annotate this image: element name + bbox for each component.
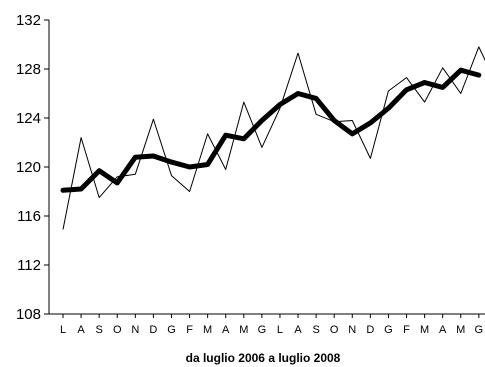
x-tick-label: S bbox=[95, 324, 102, 336]
x-tick-label: N bbox=[348, 324, 356, 336]
data-point-thick bbox=[241, 136, 246, 141]
data-point-thin bbox=[370, 158, 371, 159]
y-axis: 108 112 116 120 124 128 132 bbox=[16, 12, 50, 323]
y-tick-label: 124 bbox=[16, 110, 41, 127]
data-point-thick bbox=[458, 68, 463, 73]
data-point-thick bbox=[61, 188, 66, 193]
data-point-thick bbox=[115, 180, 120, 185]
data-point-thick bbox=[259, 118, 264, 123]
data-point-thin bbox=[63, 229, 64, 230]
x-tick-label: F bbox=[186, 324, 193, 336]
data-point-thin bbox=[207, 133, 208, 134]
data-point-thin bbox=[352, 120, 353, 121]
y-tick-label: 112 bbox=[17, 257, 41, 274]
y-tick-label: 116 bbox=[17, 208, 41, 225]
data-point-thin bbox=[225, 169, 226, 170]
data-point-thick bbox=[205, 162, 210, 167]
data-point-thick bbox=[386, 106, 391, 111]
data-point-thick bbox=[476, 73, 481, 78]
data-point-thin bbox=[261, 147, 262, 148]
data-point-thin bbox=[81, 137, 82, 138]
data-point-thin bbox=[117, 176, 118, 177]
data-point-thick bbox=[422, 80, 427, 85]
y-tick-label: 120 bbox=[16, 159, 41, 176]
data-point-thin bbox=[298, 53, 299, 54]
x-tick-label: S bbox=[312, 324, 319, 336]
x-tick-label: M bbox=[420, 324, 429, 336]
data-point-thick bbox=[332, 118, 337, 123]
data-point-thin bbox=[243, 102, 244, 103]
data-point-thick bbox=[79, 187, 84, 192]
data-point-thick bbox=[169, 160, 174, 165]
series-layer bbox=[60, 46, 485, 230]
data-point-thin bbox=[442, 67, 443, 68]
series-line-thin bbox=[62, 46, 485, 230]
data-point-thick bbox=[296, 91, 301, 96]
x-tick-label: L bbox=[277, 324, 283, 336]
x-tick-label: A bbox=[439, 324, 447, 336]
x-axis: LASONDGFMAMGLASONDGFMAMGL bbox=[49, 313, 485, 336]
data-point-thick bbox=[97, 168, 102, 173]
x-tick-label: L bbox=[60, 324, 66, 336]
x-tick-label: D bbox=[149, 324, 157, 336]
y-tick-label: 128 bbox=[16, 61, 41, 78]
x-tick-label: A bbox=[222, 324, 230, 336]
x-tick-label: D bbox=[366, 324, 374, 336]
data-point-thick bbox=[187, 165, 192, 170]
data-point-thin bbox=[99, 197, 100, 198]
x-tick-label: O bbox=[330, 324, 339, 336]
x-tick-label: G bbox=[167, 324, 176, 336]
x-axis-label: da luglio 2006 a luglio 2008 bbox=[186, 351, 341, 365]
data-point-thick bbox=[440, 85, 445, 90]
x-tick-label: M bbox=[203, 324, 212, 336]
data-point-thin bbox=[478, 46, 479, 47]
x-tick-label: G bbox=[384, 324, 393, 336]
data-point-thick bbox=[314, 96, 319, 101]
x-tick-label: F bbox=[403, 324, 410, 336]
data-point-thin bbox=[460, 93, 461, 94]
data-point-thick bbox=[350, 131, 355, 136]
data-point-thin bbox=[189, 191, 190, 192]
x-tick-label: M bbox=[456, 324, 465, 336]
data-point-thick bbox=[368, 120, 373, 125]
x-tick-label: N bbox=[131, 324, 139, 336]
x-tick-label: G bbox=[475, 324, 484, 336]
y-tick-label: 108 bbox=[16, 306, 41, 323]
data-point-thick bbox=[223, 133, 228, 138]
data-point-thin bbox=[388, 91, 389, 92]
data-point-thick bbox=[404, 87, 409, 92]
data-point-thick bbox=[278, 102, 283, 107]
data-point-thick bbox=[133, 155, 138, 160]
x-tick-label: A bbox=[77, 324, 85, 336]
data-point-thin bbox=[135, 174, 136, 175]
data-point-thin bbox=[424, 102, 425, 103]
x-tick-label: M bbox=[239, 324, 248, 336]
data-point-thick bbox=[151, 154, 156, 159]
x-tick-label: O bbox=[113, 324, 122, 336]
data-point-thin bbox=[171, 175, 172, 176]
data-point-thin bbox=[153, 119, 154, 120]
x-tick-label: G bbox=[258, 324, 267, 336]
y-tick-label: 132 bbox=[16, 12, 41, 29]
x-tick-label: A bbox=[294, 324, 302, 336]
data-point-thin bbox=[316, 114, 317, 115]
series-line-thick bbox=[60, 67, 482, 193]
data-point-thin bbox=[406, 77, 407, 78]
